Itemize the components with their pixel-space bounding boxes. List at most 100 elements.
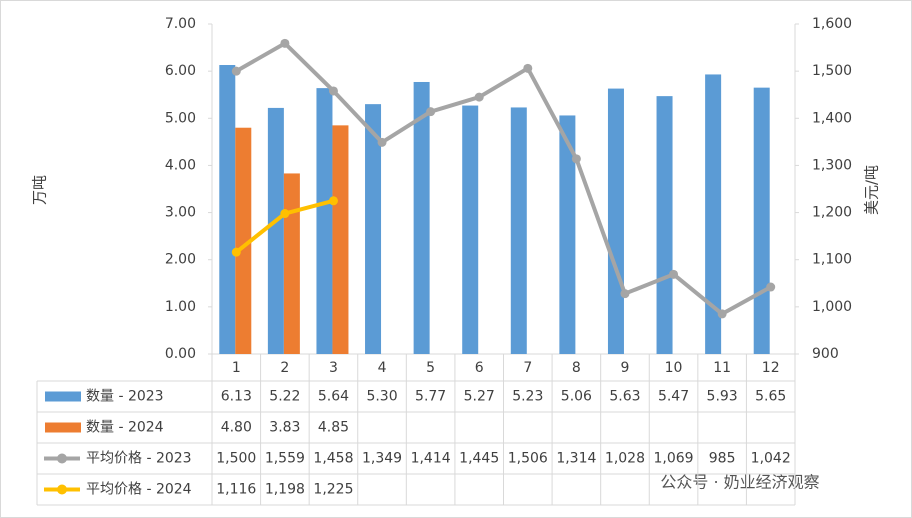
y2-tick-label: 1,100 bbox=[812, 252, 852, 268]
legend-swatch bbox=[45, 422, 81, 433]
table-value: 4.80 bbox=[221, 420, 252, 436]
table-value: 1,116 bbox=[216, 482, 256, 498]
table-value: 5.47 bbox=[658, 389, 689, 405]
y-tick-label: 1.00 bbox=[165, 299, 196, 315]
point bbox=[669, 269, 679, 279]
bar bbox=[753, 87, 770, 355]
y-tick-label: 5.00 bbox=[165, 110, 196, 126]
table-value: 1,349 bbox=[362, 451, 402, 467]
bar bbox=[365, 104, 382, 355]
y2-tick-label: 1,000 bbox=[812, 299, 852, 315]
table-value: 1,028 bbox=[605, 451, 645, 467]
table-value: 5.63 bbox=[609, 389, 640, 405]
x-tick-label: 8 bbox=[572, 360, 581, 376]
point bbox=[474, 92, 484, 102]
table-value: 5.93 bbox=[707, 389, 738, 405]
x-tick-label: 7 bbox=[523, 360, 532, 376]
bar bbox=[219, 65, 236, 354]
table-value: 1,042 bbox=[751, 451, 791, 467]
y2-tick-label: 1,400 bbox=[812, 110, 852, 126]
legend-label: 数量 - 2024 bbox=[86, 420, 164, 436]
x-tick-label: 3 bbox=[329, 360, 338, 376]
y-tick-label: 7.00 bbox=[165, 16, 196, 32]
point bbox=[377, 137, 387, 147]
table-value: 1,445 bbox=[459, 451, 499, 467]
bar bbox=[607, 88, 624, 354]
bar bbox=[413, 81, 430, 354]
x-tick-label: 9 bbox=[620, 360, 629, 376]
table-value: 5.06 bbox=[561, 389, 592, 405]
legend-label: 数量 - 2023 bbox=[86, 389, 164, 405]
table-value: 1,506 bbox=[508, 451, 548, 467]
legend-swatch bbox=[45, 391, 81, 402]
table-value: 5.64 bbox=[318, 389, 349, 405]
watermark: 公众号 · 奶业经济观察 bbox=[660, 473, 819, 492]
point bbox=[328, 86, 338, 96]
table-value: 5.77 bbox=[415, 389, 446, 405]
y-tick-label: 2.00 bbox=[165, 252, 196, 268]
x-tick-label: 10 bbox=[665, 360, 683, 376]
y2-tick-label: 1,600 bbox=[812, 16, 852, 32]
x-tick-label: 11 bbox=[713, 360, 731, 376]
bar bbox=[267, 107, 284, 355]
bar bbox=[235, 127, 252, 354]
table-value: 5.65 bbox=[755, 389, 786, 405]
point bbox=[231, 247, 241, 257]
table-value: 1,198 bbox=[265, 482, 305, 498]
table-value: 1,314 bbox=[556, 451, 596, 467]
y-tick-label: 4.00 bbox=[165, 157, 196, 173]
table-value: 5.27 bbox=[464, 389, 495, 405]
x-tick-label: 2 bbox=[280, 360, 289, 376]
table-value: 6.13 bbox=[221, 389, 252, 405]
point bbox=[523, 63, 533, 73]
point bbox=[620, 289, 630, 299]
bar bbox=[510, 107, 527, 354]
point bbox=[766, 282, 776, 292]
table-value: 5.30 bbox=[366, 389, 397, 405]
line bbox=[235, 41, 772, 316]
legend-swatch bbox=[57, 484, 67, 495]
table-value: 1,069 bbox=[653, 451, 693, 467]
point bbox=[280, 38, 290, 48]
y-axis-label: 万吨 bbox=[31, 175, 49, 205]
point bbox=[426, 107, 436, 117]
table-value: 5.23 bbox=[512, 389, 543, 405]
point bbox=[280, 209, 290, 219]
legend-label: 平均价格 - 2024 bbox=[86, 482, 192, 498]
y2-axis-label: 美元/吨 bbox=[863, 165, 881, 215]
y2-tick-label: 900 bbox=[812, 346, 839, 362]
bar bbox=[462, 105, 479, 354]
bar bbox=[316, 88, 333, 354]
x-tick-label: 1 bbox=[232, 360, 241, 376]
table-value: 1,225 bbox=[313, 482, 353, 498]
y2-tick-label: 1,500 bbox=[812, 63, 852, 79]
table-value: 1,458 bbox=[313, 451, 353, 467]
y2-tick-label: 1,300 bbox=[812, 157, 852, 173]
y-tick-label: 6.00 bbox=[165, 63, 196, 79]
table-value: 1,500 bbox=[216, 451, 256, 467]
x-tick-label: 6 bbox=[475, 360, 484, 376]
y2-tick-label: 1,200 bbox=[812, 205, 852, 221]
table-value: 1,559 bbox=[265, 451, 305, 467]
table-value: 5.22 bbox=[269, 389, 300, 405]
x-tick-label: 4 bbox=[378, 360, 387, 376]
legend-swatch bbox=[57, 453, 67, 464]
table-value: 985 bbox=[709, 451, 736, 467]
bar bbox=[559, 115, 576, 354]
bar bbox=[283, 173, 300, 354]
table-value: 3.83 bbox=[269, 420, 300, 436]
y-tick-label: 3.00 bbox=[165, 205, 196, 221]
point bbox=[328, 196, 338, 206]
table-value: 1,414 bbox=[411, 451, 451, 467]
y-tick-label: 0.00 bbox=[165, 346, 196, 362]
table-value: 4.85 bbox=[318, 420, 349, 436]
bar bbox=[656, 96, 673, 354]
x-tick-label: 5 bbox=[426, 360, 435, 376]
point bbox=[231, 66, 241, 76]
x-tick-label: 12 bbox=[762, 360, 780, 376]
point bbox=[571, 154, 581, 164]
point bbox=[717, 309, 727, 319]
bar bbox=[332, 125, 349, 354]
